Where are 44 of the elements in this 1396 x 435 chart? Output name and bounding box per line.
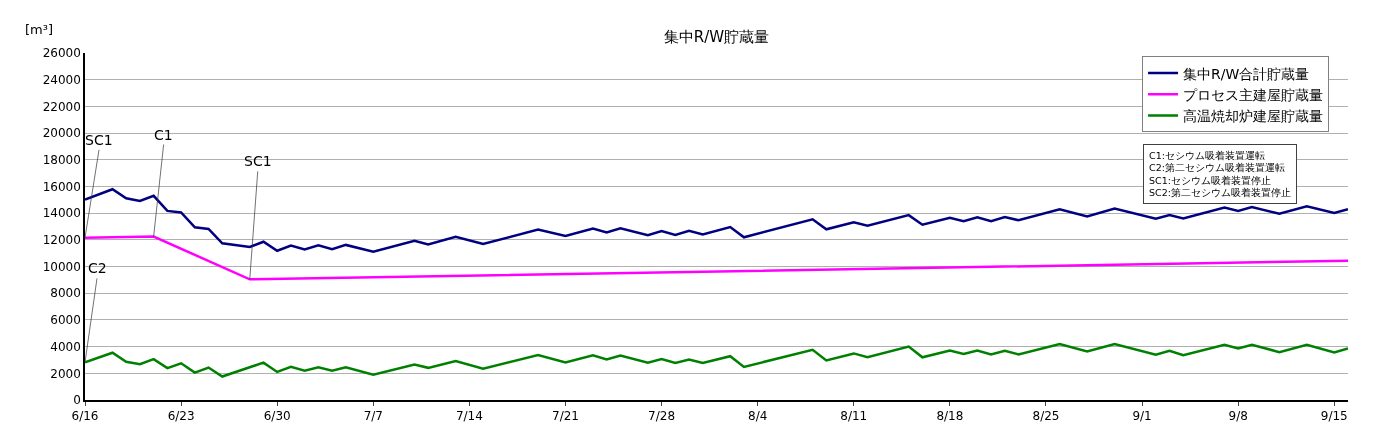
x-tick-label: 6/30 bbox=[263, 409, 291, 424]
x-tick-label: 7/28 bbox=[648, 409, 676, 424]
x-tick-label: 6/23 bbox=[167, 409, 195, 424]
x-tick-label: 8/4 bbox=[748, 409, 768, 424]
x-tick-label: 7/14 bbox=[455, 409, 483, 424]
x-tick-label: 7/7 bbox=[363, 409, 383, 424]
line-series bbox=[85, 188, 1348, 253]
x-tick-label: 9/15 bbox=[1320, 409, 1348, 424]
annotation: C2 bbox=[88, 260, 107, 276]
y-tick-label: 26000 bbox=[42, 46, 81, 61]
x-tick-label: 9/1 bbox=[1132, 409, 1152, 424]
x-tick-label: 8/18 bbox=[936, 409, 964, 424]
legend-label: プロセス主建屋貯蔵量 bbox=[1183, 86, 1324, 103]
y-tick-label: 18000 bbox=[42, 152, 81, 167]
y-tick-label: 24000 bbox=[42, 72, 81, 87]
line-series bbox=[85, 342, 1348, 378]
y-tick-label: 22000 bbox=[42, 99, 81, 114]
y-tick-label: 2000 bbox=[50, 366, 81, 381]
annotation: SC1:セシウム吸着装置停止 bbox=[1149, 174, 1271, 186]
y-tick-label: 0 bbox=[73, 393, 81, 408]
annotation: SC2:第二セシウム吸着装置停止 bbox=[1149, 187, 1291, 199]
y-tick-label: 12000 bbox=[42, 233, 81, 248]
x-tick-label: 6/16 bbox=[71, 409, 99, 424]
legend-label: 集中R/W合計貯蔵量 bbox=[1183, 65, 1310, 82]
y-axis-title: [m³] bbox=[25, 22, 54, 37]
y-tick-label: 4000 bbox=[50, 339, 81, 354]
annotation: C1:セシウム吸着装置運転 bbox=[1149, 150, 1265, 161]
annotation: SC1 bbox=[244, 153, 272, 169]
x-tick-label: 8/11 bbox=[840, 409, 868, 424]
y-tick-label: 14000 bbox=[42, 206, 81, 221]
x-tick-label: 7/21 bbox=[552, 409, 579, 424]
legend-label: 高温焼却炉建屋貯蔵量 bbox=[1183, 107, 1324, 124]
line-series bbox=[85, 235, 1348, 281]
annotation: C1 bbox=[154, 127, 173, 143]
y-tick-label: 6000 bbox=[50, 313, 81, 328]
y-tick-label: 16000 bbox=[42, 179, 81, 194]
x-tick-label: 8/25 bbox=[1032, 409, 1060, 424]
y-tick-label: 8000 bbox=[50, 286, 81, 301]
chart-title: 集中R/W貯蔵量 bbox=[663, 28, 770, 47]
annotation: C2:第二セシウム吸着装置運転 bbox=[1149, 162, 1285, 174]
y-tick-label: 10000 bbox=[42, 259, 81, 274]
y-tick-label: 20000 bbox=[42, 126, 81, 141]
x-tick-label: 9/8 bbox=[1228, 409, 1248, 424]
annotation: SC1 bbox=[85, 132, 113, 148]
